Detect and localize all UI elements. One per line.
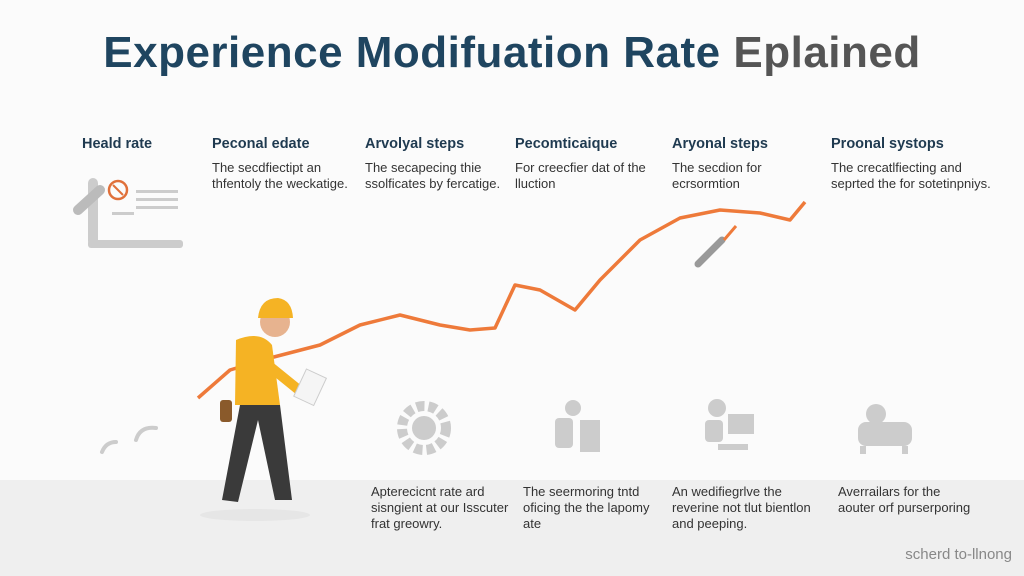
bottom-band [0, 480, 1024, 576]
footer-text: scherd to-llnong [905, 546, 1012, 563]
step-heading: Heald rate [82, 136, 153, 152]
computer-user-icon [705, 399, 754, 450]
rate-curve [196, 200, 807, 400]
step-1: Heald rate [82, 136, 242, 160]
document-icon [73, 178, 183, 248]
step-3: Arvolyal steps The secapecing thie ssolfi… [365, 136, 525, 192]
step-text: The secapecing thie ssolficates by ferca… [365, 160, 501, 191]
bottom-step-4: Averrailars for the aouter orf purserpor… [838, 484, 971, 515]
step-heading: Aryonal steps [672, 136, 768, 152]
step-heading: Pecomticaique [515, 136, 618, 152]
title-gray: Eplained [733, 28, 921, 77]
gear-icon [397, 401, 451, 455]
sofa-icon [858, 404, 912, 454]
step-heading: Peconal edate [212, 136, 310, 152]
page-title: Experience Modifuation Rate Eplained [0, 28, 1024, 78]
step-text: The secdfiectipt an thfentoly the weckat… [212, 160, 348, 191]
bottom-step-3: An wedifiegrlve the reverine not tlut bi… [672, 484, 811, 531]
step-6: Proonal systops The crecatlfiecting and s… [831, 136, 991, 192]
worker-desk-icon [555, 400, 600, 452]
step-5: Aryonal steps The secdion for ecrsormtion [672, 136, 832, 192]
wrench-icon [694, 225, 738, 268]
step-text: For creecfier dat of the lluction [515, 160, 646, 191]
step-2: Peconal edate The secdfiectipt an thfento… [212, 136, 372, 192]
step-text: The crecatlfiecting and seprted the for … [831, 160, 991, 191]
step-heading: Proonal systops [831, 136, 944, 152]
step-text: The secdion for ecrsormtion [672, 160, 762, 191]
signal-icon [100, 425, 158, 454]
step-heading: Arvolyal steps [365, 136, 465, 152]
bottom-step-2: The seermoring tntd oficing the the lapo… [523, 484, 650, 531]
step-4: Pecomticaique For creecfier dat of the ll… [515, 136, 675, 192]
title-main: Experience Modifuation Rate [103, 28, 721, 77]
worker-icon [200, 298, 328, 521]
bottom-step-1: Apterecicnt rate ard sisngient at our Is… [371, 484, 509, 531]
